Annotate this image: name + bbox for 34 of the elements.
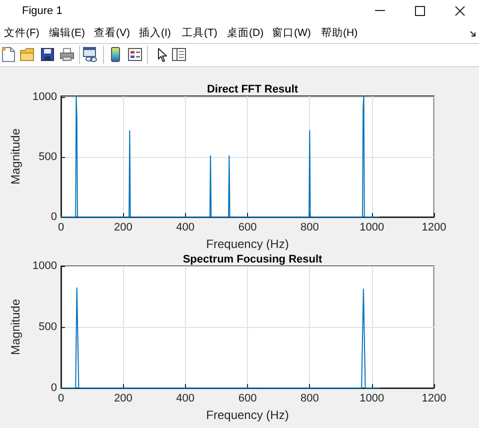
text: 窗口(W) [272, 27, 311, 40]
text: 插入(I) [139, 27, 171, 40]
x-tick-label: 200 [114, 222, 132, 234]
x-tick-label: 600 [238, 392, 257, 404]
x-tick-label: 600 [238, 222, 257, 234]
text: 查看(V) [94, 27, 130, 40]
x-tick-label: 800 [300, 222, 319, 234]
x-tick-label: 1200 [422, 392, 446, 404]
y-tick-label: 500 [38, 151, 57, 164]
x-tick-label: 1000 [360, 392, 384, 404]
x-tick-label: 1000 [360, 222, 384, 234]
text: 桌面(D) [227, 27, 264, 40]
y-tick-label: 1000 [32, 260, 57, 272]
y-tick-label: 500 [38, 321, 57, 333]
x-tick-label: 400 [176, 222, 195, 234]
line-series [60, 96, 380, 218]
y-axis-title: Magnitude [8, 298, 23, 356]
x-tick-label: 400 [176, 392, 195, 404]
caption: Figure 1 [22, 4, 62, 18]
chart-title: Spectrum Focusing Result [182, 254, 323, 266]
chart-title: Direct FFT Result [206, 84, 298, 96]
x-axis-title: Frequency (Hz) [206, 236, 289, 251]
x-tick-label: 200 [114, 392, 132, 404]
x-tick-label: 1200 [422, 222, 446, 234]
y-tick-label: 0 [50, 382, 57, 394]
text: 编辑(E) [49, 27, 85, 40]
x-tick-label: 800 [300, 392, 319, 404]
y-tick-label: 0 [50, 211, 57, 223]
text: 工具(T) [182, 27, 218, 40]
y-axis-title: Magnitude [8, 128, 23, 185]
text: 文件(F) [4, 27, 40, 40]
text: 帮助(H) [321, 27, 358, 40]
y-tick-label: 1000 [32, 91, 57, 104]
x-axis-title: Frequency (Hz) [206, 408, 289, 422]
